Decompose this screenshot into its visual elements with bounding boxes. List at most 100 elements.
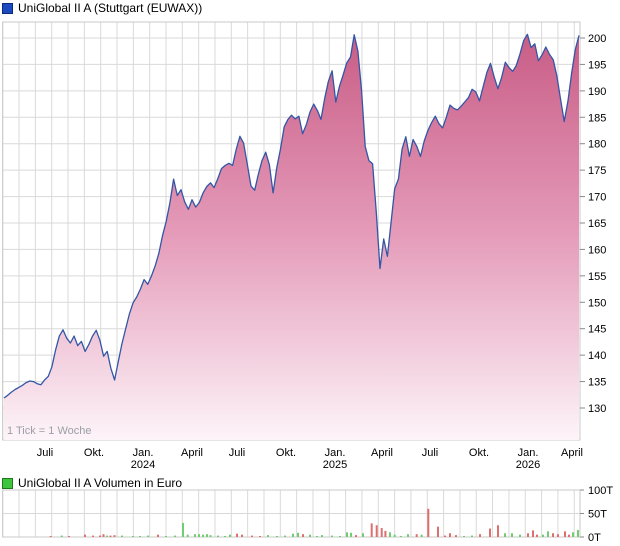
volume-bar	[552, 533, 554, 537]
volume-bar	[194, 534, 196, 537]
volume-bar	[568, 534, 570, 537]
volume-bar	[557, 534, 559, 537]
volume-bar	[84, 534, 86, 537]
volume-bar	[375, 525, 378, 537]
y-tick-label: 165	[588, 218, 606, 230]
volume-bar	[106, 535, 108, 537]
x-tick-label: Jan.	[133, 447, 154, 459]
y-tick-label: 190	[588, 86, 606, 98]
y-tick-label: 135	[588, 377, 606, 389]
volume-bar	[362, 533, 364, 537]
price-series-swatch-icon	[2, 2, 13, 14]
volume-bar	[60, 535, 63, 537]
volume-bar	[415, 534, 418, 537]
y-tick-label: 175	[588, 165, 606, 177]
y-tick-label: 185	[588, 112, 606, 124]
price-series-title: UniGlobal II A (Stuttgart (EUWAX))	[18, 1, 203, 15]
volume-bar	[241, 534, 243, 537]
y-tick-label: 170	[588, 192, 606, 204]
volume-series-title: UniGlobal II A Volumen in Euro	[18, 476, 183, 490]
volume-bar	[444, 535, 446, 537]
volume-bar	[380, 528, 383, 537]
volume-bar	[504, 533, 506, 537]
tick-note: 1 Tick = 1 Woche	[7, 425, 92, 437]
volume-bar	[316, 536, 318, 537]
volume-series-swatch-icon	[2, 477, 13, 489]
volume-bar	[99, 535, 101, 537]
volume-bar	[109, 535, 112, 537]
volume-bar	[68, 536, 70, 537]
y-tick-label: 150	[588, 297, 606, 309]
price-line	[3, 33, 580, 399]
volume-bar	[497, 525, 499, 537]
x-tick-label: Okt.	[469, 447, 489, 459]
x-tick-label: Okt.	[276, 447, 296, 459]
volume-bar	[463, 536, 465, 537]
y-tick-label: 155	[588, 271, 606, 283]
volume-bar	[437, 526, 439, 537]
y-tick-label: 140	[588, 350, 606, 362]
volume-bar	[331, 535, 333, 537]
volume-bar	[420, 534, 423, 537]
volume-bar	[92, 535, 94, 537]
y-tick-label: 200	[588, 33, 606, 45]
x-tick-label: Juli	[37, 447, 54, 459]
volume-bar	[174, 535, 176, 537]
x-tick-year-label: 2025	[323, 459, 347, 471]
volume-legend: UniGlobal II A Volumen in Euro	[2, 476, 182, 490]
price-area	[4, 34, 579, 441]
x-tick-label: Jan.	[518, 447, 539, 459]
volume-bar	[455, 535, 457, 537]
volume-bar	[224, 536, 226, 537]
x-tick-year-label: 2026	[516, 459, 540, 471]
volume-bar	[102, 534, 105, 537]
y-tick-label: 195	[588, 59, 606, 71]
volume-bar	[542, 534, 544, 537]
volume-bar	[259, 536, 261, 537]
x-tick-label: Juli	[422, 447, 439, 459]
volume-bar	[186, 534, 189, 537]
volume-bar	[236, 533, 238, 537]
volume-tick-label: 0T	[588, 532, 601, 544]
volume-bar	[251, 535, 253, 537]
volume-bar	[217, 535, 219, 537]
x-tick-label: April	[371, 447, 393, 459]
volume-bar	[147, 535, 149, 537]
volume-bar	[489, 528, 491, 537]
x-tick-label: April	[561, 447, 583, 459]
volume-bar	[276, 536, 278, 537]
volume-bar	[547, 531, 549, 537]
volume-bar	[302, 534, 304, 537]
volume-bar	[121, 535, 123, 537]
volume-bar	[532, 530, 534, 537]
volume-bar	[297, 532, 299, 537]
volume-bar	[355, 535, 357, 537]
volume-bar	[165, 536, 167, 537]
volume-bar	[321, 535, 323, 537]
volume-bar	[350, 532, 352, 537]
volume-bar	[449, 533, 451, 537]
volume-bar	[572, 532, 574, 537]
x-tick-label: Okt.	[84, 447, 104, 459]
y-tick-label: 180	[588, 139, 606, 151]
volume-bar	[400, 536, 402, 537]
volume-bar	[267, 535, 269, 537]
volume-bar	[346, 532, 348, 537]
volume-bar	[564, 531, 566, 537]
volume-bar	[389, 532, 391, 537]
volume-bar	[577, 529, 579, 537]
y-tick-label: 160	[588, 244, 606, 256]
volume-bar	[527, 533, 529, 537]
volume-bar	[519, 534, 521, 537]
x-tick-label: Juli	[229, 447, 246, 459]
volume-bar	[370, 523, 373, 537]
volume-bar	[209, 535, 212, 537]
volume-bar	[339, 536, 341, 537]
x-tick-label: April	[181, 447, 203, 459]
volume-bar	[479, 534, 481, 537]
volume-bar	[132, 536, 134, 537]
volume-bar	[206, 534, 208, 537]
volume-bar	[229, 534, 231, 537]
y-tick-label: 145	[588, 324, 606, 336]
volume-bars	[49, 508, 579, 537]
